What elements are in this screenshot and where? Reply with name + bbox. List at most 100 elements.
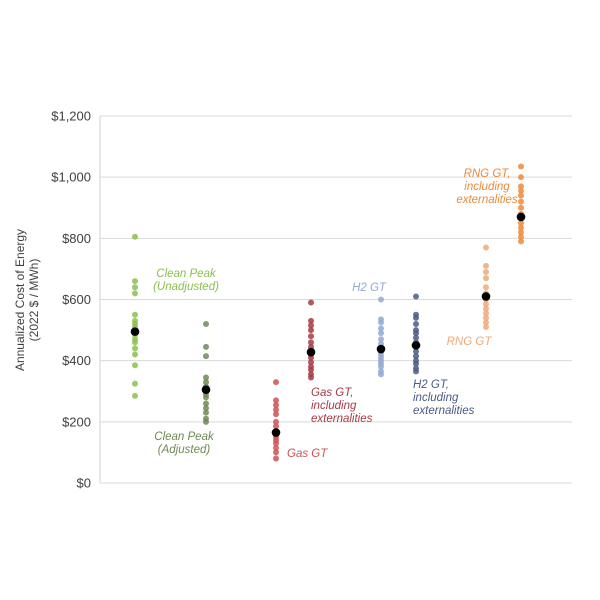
data-point (378, 296, 384, 303)
data-point (308, 359, 314, 366)
series-label: externalities (456, 194, 518, 206)
data-point (518, 224, 524, 231)
series-label: (Adjusted) (158, 444, 211, 456)
data-point (132, 380, 138, 387)
data-point (378, 319, 384, 326)
data-point (132, 290, 138, 297)
data-point (203, 394, 209, 401)
data-point (413, 360, 419, 367)
series-label: H2 GT (352, 282, 387, 294)
series-label: Clean Peak (156, 268, 217, 280)
data-point (483, 262, 489, 269)
series-label: including (464, 181, 510, 193)
data-point (378, 363, 384, 370)
data-point (518, 229, 524, 236)
data-point (203, 320, 209, 327)
data-point (132, 362, 138, 369)
data-point (378, 325, 384, 332)
data-point (483, 319, 489, 326)
data-point (308, 339, 314, 346)
data-point (203, 405, 209, 412)
y-tick-label: $0 (77, 476, 91, 491)
data-point (413, 330, 419, 337)
data-point (518, 204, 524, 211)
data-point (413, 353, 419, 360)
data-point (518, 198, 524, 205)
series-label: RNG GT, (464, 168, 511, 180)
series-label: Gas GT (287, 448, 328, 460)
data-point (273, 423, 279, 430)
series-label: including (413, 392, 459, 404)
data-point (203, 379, 209, 386)
y-axis-title-line: Annualized Cost of Energy (13, 229, 27, 371)
data-point (518, 238, 524, 245)
data-point (308, 299, 314, 306)
mean-markers (130, 212, 526, 437)
data-point (518, 233, 524, 240)
data-point (203, 353, 209, 360)
data-point (273, 379, 279, 386)
y-tick-label: $400 (62, 353, 91, 368)
data-point (518, 163, 524, 170)
data-point (132, 233, 138, 240)
data-point (483, 301, 489, 308)
series-labels: Clean Peak(Unadjusted)Clean Peak(Adjuste… (153, 168, 518, 460)
data-point (273, 411, 279, 418)
data-point (203, 343, 209, 350)
data-point (273, 402, 279, 409)
data-point (483, 244, 489, 251)
y-axis-title-line: (2022 $ / MWh) (27, 259, 41, 342)
data-point (273, 440, 279, 447)
data-point (413, 314, 419, 321)
data-point (413, 368, 419, 375)
data-point (132, 339, 138, 346)
y-tick-label: $1,200 (51, 109, 91, 124)
data-point (273, 449, 279, 456)
data-point (132, 311, 138, 318)
y-tick-label: $200 (62, 414, 91, 429)
mean-marker (516, 212, 526, 222)
y-axis-title: Annualized Cost of Energy (2022 $ / MWh) (13, 229, 41, 371)
data-point (308, 366, 314, 373)
data-point (308, 322, 314, 329)
data-point (518, 220, 524, 227)
y-tick-label: $800 (62, 231, 91, 246)
data-point (132, 345, 138, 352)
data-point (518, 174, 524, 181)
data-point (413, 334, 419, 341)
mean-marker (411, 341, 421, 350)
mean-marker (306, 347, 316, 357)
data-point (378, 336, 384, 343)
data-point (308, 327, 314, 334)
data-point (378, 371, 384, 378)
data-point (132, 284, 138, 291)
mean-marker (130, 327, 140, 336)
mean-marker (271, 428, 281, 437)
series-label: externalities (311, 413, 373, 425)
series-label: RNG GT (447, 336, 493, 348)
data-point (483, 310, 489, 317)
series-label: Clean Peak (154, 431, 215, 443)
data-point (273, 406, 279, 413)
data-point (483, 305, 489, 312)
y-tick-label: $600 (62, 292, 91, 307)
gridlines (99, 115, 572, 484)
mean-marker (481, 292, 491, 301)
data-point (203, 418, 209, 425)
data-point (483, 324, 489, 331)
data-point (308, 374, 314, 381)
data-point (132, 351, 138, 358)
data-point (308, 333, 314, 340)
data-point (483, 268, 489, 275)
series-label: including (311, 400, 357, 412)
data-point (413, 320, 419, 327)
data-point (132, 278, 138, 285)
data-point (308, 317, 314, 324)
data-point (273, 418, 279, 425)
series-label: externalities (413, 405, 475, 417)
mean-marker (376, 344, 386, 354)
data-point (518, 183, 524, 190)
data-point (413, 348, 419, 355)
series-label: H2 GT, (413, 379, 449, 391)
